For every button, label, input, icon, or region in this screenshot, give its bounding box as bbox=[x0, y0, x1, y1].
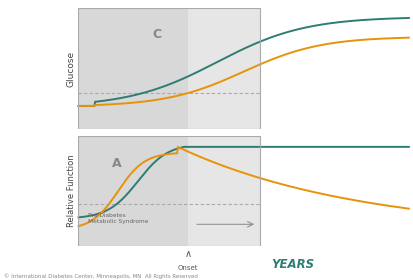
Text: C: C bbox=[152, 28, 161, 41]
Bar bbox=[78, 8, 188, 129]
Bar bbox=[78, 136, 188, 246]
Text: Pre Diabetes
Metabolic Syndrome: Pre Diabetes Metabolic Syndrome bbox=[88, 213, 149, 224]
Text: Onset: Onset bbox=[177, 265, 198, 270]
Bar bbox=[188, 136, 260, 246]
Text: YEARS: YEARS bbox=[272, 258, 315, 270]
Bar bbox=[78, 8, 260, 129]
Text: A: A bbox=[112, 157, 121, 170]
Bar bbox=[188, 8, 260, 129]
Text: $\wedge$: $\wedge$ bbox=[183, 249, 192, 259]
Y-axis label: Relative Function: Relative Function bbox=[66, 155, 76, 227]
Y-axis label: Glucose: Glucose bbox=[66, 50, 76, 87]
Bar bbox=[78, 136, 260, 246]
Text: © International Diabetes Center, Minneapolis, MN  All Rights Reserved: © International Diabetes Center, Minneap… bbox=[4, 273, 198, 279]
